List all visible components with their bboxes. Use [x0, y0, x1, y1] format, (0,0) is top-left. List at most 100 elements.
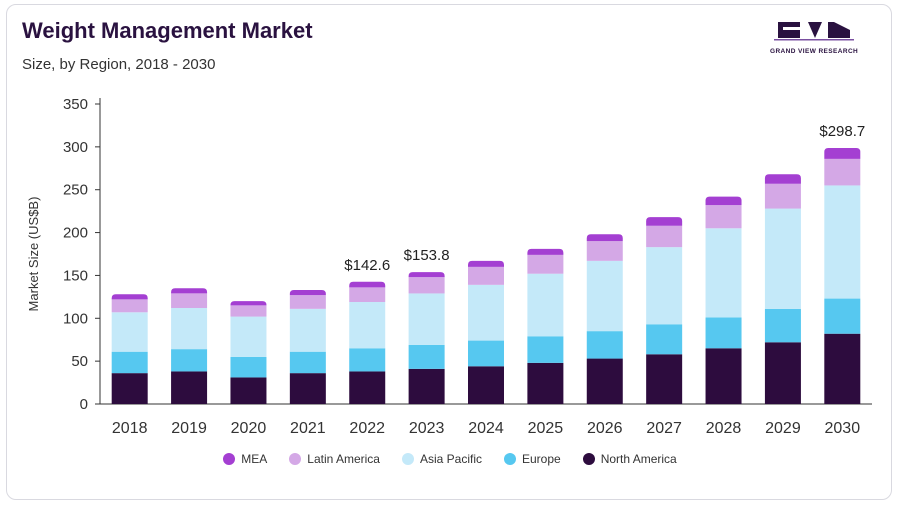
- legend-swatch: [504, 453, 516, 465]
- logo-mark-icon: [774, 22, 854, 41]
- bar-segment: [527, 248, 564, 255]
- bar-segment: [527, 336, 564, 363]
- bar-segment: [111, 373, 148, 404]
- legend-item: Asia Pacific: [401, 452, 482, 466]
- bar-segment: [289, 295, 326, 309]
- bar-segment: [705, 317, 742, 349]
- bar-segment: [171, 349, 208, 372]
- bar-segment: [646, 354, 683, 404]
- bar-segment: [824, 185, 861, 299]
- x-tick-label: 2028: [706, 420, 742, 437]
- bar-segment: [230, 377, 267, 404]
- bar-segment: [824, 147, 861, 159]
- x-tick-label: 2030: [825, 420, 861, 437]
- bar-segment: [527, 273, 564, 337]
- x-tick-label: 2019: [171, 420, 207, 437]
- y-axis-label: Market Size (US$B): [26, 197, 41, 312]
- bar-segment: [349, 287, 386, 302]
- chart-card: [6, 4, 892, 500]
- bar-segment: [230, 301, 267, 306]
- bar-segment: [230, 356, 267, 378]
- x-tick-label: 2029: [765, 420, 801, 437]
- legend-label: Europe: [522, 452, 561, 466]
- legend-label: Latin America: [307, 452, 380, 466]
- bar-segment: [646, 225, 683, 248]
- bar-segment: [586, 241, 623, 261]
- bar-segment: [171, 371, 208, 404]
- legend-item: Latin America: [289, 452, 380, 466]
- bar-segment: [646, 324, 683, 355]
- bar-segment: [408, 277, 445, 294]
- bar-segment: [111, 312, 148, 352]
- legend-label: North America: [600, 452, 677, 466]
- y-tick-label: 250: [63, 182, 88, 199]
- data-label: $153.8: [404, 247, 450, 264]
- bar-segment: [349, 371, 386, 404]
- bar-segment: [764, 342, 801, 404]
- bar-segment: [349, 302, 386, 349]
- bar-segment: [111, 294, 148, 300]
- x-tick-label: 2023: [409, 420, 445, 437]
- bar-segment: [586, 358, 623, 404]
- bar-segment: [764, 208, 801, 309]
- bar-segment: [408, 293, 445, 345]
- logo-text: GRAND VIEW RESEARCH: [770, 48, 859, 55]
- bar-segment: [408, 272, 445, 278]
- x-tick-label: 2022: [349, 420, 385, 437]
- bar-segment: [586, 260, 623, 332]
- bar-segment: [171, 308, 208, 350]
- legend-item: North America: [582, 452, 677, 466]
- bar-segment: [527, 254, 564, 274]
- bar-segment: [468, 340, 504, 367]
- bar-segment: [586, 234, 623, 242]
- chart-subtitle: Size, by Region, 2018 - 2030: [22, 56, 216, 73]
- bar-segment: [646, 217, 683, 226]
- legend-label: Asia Pacific: [419, 452, 482, 466]
- legend-label: MEA: [241, 452, 268, 466]
- bar-segment: [111, 299, 148, 313]
- bar-segment: [349, 281, 386, 288]
- bar-segment: [705, 228, 742, 318]
- bar-segment: [586, 331, 623, 359]
- x-tick-label: 2026: [587, 420, 623, 437]
- y-tick-label: 300: [63, 139, 88, 156]
- bar-segment: [171, 293, 208, 308]
- x-tick-label: 2027: [646, 420, 682, 437]
- y-tick-label: 150: [63, 267, 88, 284]
- bar-segment: [705, 196, 742, 206]
- bar-segment: [289, 351, 326, 374]
- legend-swatch: [223, 453, 236, 465]
- x-tick-label: 2024: [468, 420, 504, 437]
- bar-segment: [230, 305, 267, 317]
- bar-segment: [111, 351, 148, 374]
- bar-segment: [349, 348, 386, 372]
- grand-view-research-logo: GRAND VIEW RESEARCH: [770, 18, 870, 58]
- legend-item: Europe: [504, 452, 561, 466]
- y-tick-label: 50: [71, 353, 88, 370]
- bar-segment: [764, 308, 801, 343]
- bar-segment: [468, 366, 504, 404]
- bar-segment: [289, 308, 326, 352]
- bar-segment: [468, 266, 504, 285]
- bar-segment: [764, 174, 801, 184]
- bar-segment: [646, 247, 683, 325]
- legend-item: MEA: [223, 452, 267, 466]
- x-tick-label: 2021: [290, 420, 326, 437]
- legend-swatch: [289, 453, 302, 465]
- bar-segment: [289, 290, 326, 296]
- data-label: $142.6: [344, 257, 390, 274]
- bar-segment: [289, 373, 326, 404]
- bar-segment: [824, 333, 861, 404]
- bar-segment: [527, 362, 564, 404]
- y-tick-label: 200: [63, 225, 88, 242]
- bar-segment: [468, 260, 504, 267]
- bar-segment: [408, 344, 445, 369]
- bar-segment: [824, 298, 861, 334]
- bar-segment: [705, 205, 742, 229]
- data-label: $298.7: [819, 123, 865, 140]
- bar-segment: [408, 368, 445, 404]
- bar-segment: [705, 348, 742, 404]
- chart-title: Weight Management Market: [22, 18, 313, 43]
- y-tick-label: 350: [63, 96, 88, 113]
